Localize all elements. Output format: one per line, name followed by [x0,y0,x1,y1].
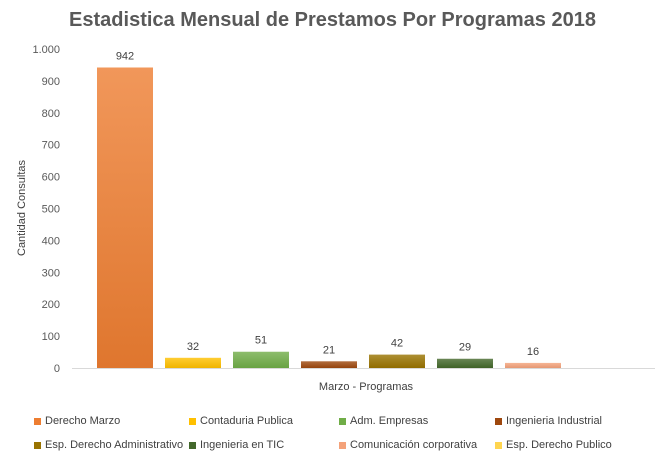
y-tick-label: 600 [42,172,60,184]
data-label: 16 [527,346,539,358]
data-label: 21 [323,344,335,356]
legend-item: Adm. Empresas [339,414,428,428]
legend-item: Comunicación corporativa [339,438,477,452]
y-tick-label: 400 [42,235,60,247]
legend-item: Esp. Derecho Administrativo [34,438,183,452]
y-tick-label: 200 [42,299,60,311]
chart-plot: 0 100 200 300 400 500 600 700 800 900 1.000 942 32 5… [16,44,655,393]
bar [437,358,493,368]
legend-swatch [189,417,196,425]
legend-swatch [339,441,346,449]
legend-label: Ingenieria Industrial [506,415,603,427]
legend-item: Derecho Marzo [34,414,120,428]
legend-item: Ingenieria en TIC [189,438,284,452]
legend-label: Ingenieria en TIC [200,439,285,451]
y-tick-label: 900 [42,76,60,88]
y-tick-label: 0 [54,363,60,375]
legend-label: Derecho Marzo [45,415,121,427]
bar [301,361,357,368]
legend-swatch [34,441,41,449]
y-tick-label: 700 [42,140,60,152]
bar [233,351,289,368]
legend-swatch [189,441,196,449]
legend-item: Contaduria Publica [189,414,293,428]
legend-item: Esp. Derecho Publico [495,438,612,452]
legend-swatch [495,417,502,425]
data-label: 32 [187,341,199,353]
data-label: 942 [116,51,134,63]
legend-item: Ingenieria Industrial [495,414,602,428]
data-label: 29 [459,342,471,354]
legend-label: Adm. Empresas [350,415,429,427]
legend-label: Esp. Derecho Administrativo [45,439,184,451]
legend-swatch [339,417,346,425]
data-label: 51 [255,335,267,347]
chart-title: Estadistica Mensual de Prestamos Por Pro… [69,9,596,31]
legend-label: Comunicación corporativa [350,439,478,451]
bar [165,357,221,368]
y-axis-title: Cantidad Consultas [16,160,28,257]
x-axis-title: Marzo - Programas [319,381,414,393]
y-tick-label: 300 [42,267,60,279]
bar [97,67,153,368]
bar [505,362,561,368]
y-tick-label: 1.000 [32,44,60,56]
y-tick-label: 100 [42,331,60,343]
legend: Derecho Marzo Contaduria Publica Adm. Empr… [26,414,646,458]
data-label: 42 [391,338,403,350]
y-tick-label: 500 [42,204,60,216]
legend-swatch [495,441,502,449]
legend-label: Esp. Derecho Publico [506,439,612,451]
legend-label: Contaduria Publica [200,415,293,427]
bar [369,354,425,368]
bars [97,67,561,368]
legend-swatch [34,417,41,425]
data-labels: 942 32 51 21 42 29 16 [116,51,539,358]
y-axis-ticks: 0 100 200 300 400 500 600 700 800 900 1.000 [32,44,60,375]
y-tick-label: 800 [42,108,60,120]
